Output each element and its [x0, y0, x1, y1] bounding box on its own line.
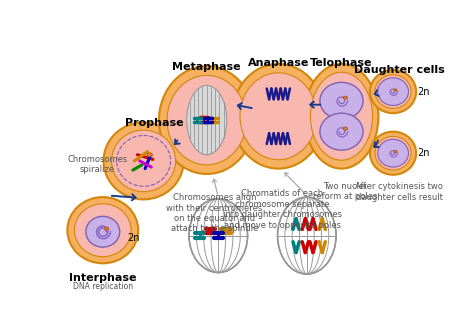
- Ellipse shape: [167, 75, 246, 165]
- Ellipse shape: [320, 113, 363, 150]
- Ellipse shape: [370, 132, 416, 175]
- Text: Two nuclei
reform at poles: Two nuclei reform at poles: [313, 182, 377, 201]
- Ellipse shape: [394, 150, 397, 153]
- Text: 2n: 2n: [418, 148, 430, 158]
- Ellipse shape: [103, 122, 183, 199]
- Ellipse shape: [320, 82, 363, 119]
- Ellipse shape: [104, 227, 109, 230]
- Ellipse shape: [74, 204, 131, 257]
- Ellipse shape: [370, 70, 416, 113]
- Ellipse shape: [67, 197, 138, 263]
- Text: DNA replication: DNA replication: [73, 282, 133, 291]
- Ellipse shape: [394, 89, 397, 91]
- Ellipse shape: [187, 85, 227, 155]
- Ellipse shape: [159, 66, 255, 174]
- Text: After cytokinesis two
daughter cells result: After cytokinesis two daughter cells res…: [356, 182, 443, 202]
- Text: Chromosomes align
with their centromeres
on the equator and
attach to the spindl: Chromosomes align with their centromeres…: [166, 193, 263, 233]
- Text: Interphase: Interphase: [69, 272, 137, 283]
- Text: Chromosomes
spiralize: Chromosomes spiralize: [67, 155, 128, 174]
- Ellipse shape: [378, 139, 409, 167]
- Text: Telophase: Telophase: [310, 58, 373, 68]
- Ellipse shape: [111, 130, 176, 192]
- Text: 2n: 2n: [418, 87, 430, 96]
- Text: 2n: 2n: [128, 233, 140, 243]
- Ellipse shape: [86, 216, 120, 247]
- Ellipse shape: [375, 136, 411, 170]
- Text: Prophase: Prophase: [125, 118, 184, 128]
- Text: Anaphase: Anaphase: [247, 58, 309, 68]
- Ellipse shape: [343, 127, 347, 130]
- Ellipse shape: [375, 75, 411, 109]
- Text: Metaphase: Metaphase: [173, 61, 241, 72]
- Ellipse shape: [378, 78, 409, 106]
- Ellipse shape: [240, 73, 317, 160]
- Text: Daughter cells: Daughter cells: [354, 65, 445, 75]
- Text: Chromatids of each
chromosome separate
into daughter chromosomes
and move to opp: Chromatids of each chromosome separate i…: [223, 189, 342, 230]
- Ellipse shape: [147, 153, 153, 157]
- Ellipse shape: [310, 72, 373, 160]
- Ellipse shape: [232, 64, 325, 169]
- Ellipse shape: [304, 64, 378, 169]
- Ellipse shape: [343, 96, 347, 99]
